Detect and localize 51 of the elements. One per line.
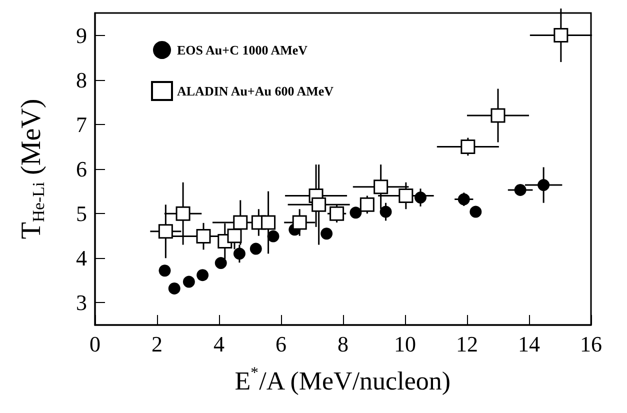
point xyxy=(168,282,180,294)
point xyxy=(261,215,276,230)
point xyxy=(490,108,506,123)
point xyxy=(233,248,246,260)
y-tick-label: 8 xyxy=(76,67,87,92)
point xyxy=(176,206,190,221)
point xyxy=(196,229,211,244)
x-tick-label: 16 xyxy=(580,332,602,356)
y-axis-title: THe-Li (MeV) xyxy=(16,98,48,240)
point xyxy=(196,269,209,282)
point xyxy=(398,188,414,203)
point xyxy=(460,139,476,154)
x-tick-label: 2 xyxy=(152,332,162,356)
point xyxy=(312,197,326,212)
legend-label: EOS Au+C 1000 AMeV xyxy=(177,42,308,58)
y-tick-label: 5 xyxy=(76,201,87,226)
x-tick-label: 4 xyxy=(214,332,224,356)
point xyxy=(554,28,568,43)
point xyxy=(158,264,171,277)
y-tick-label: 7 xyxy=(76,112,87,137)
x-tick-label: 6 xyxy=(276,332,286,356)
point xyxy=(267,230,280,242)
y-tick-label: 4 xyxy=(76,246,87,271)
point xyxy=(292,215,307,230)
point xyxy=(158,224,173,239)
point xyxy=(227,228,242,244)
point xyxy=(414,192,426,204)
point xyxy=(214,257,227,270)
x-tick-label: 8 xyxy=(338,332,348,356)
x-tick-label: 12 xyxy=(456,332,478,356)
point xyxy=(250,242,262,255)
point xyxy=(360,197,374,212)
point xyxy=(458,193,470,206)
x-tick-label: 14 xyxy=(518,332,540,356)
y-tick-label: 3 xyxy=(76,290,87,316)
point xyxy=(182,276,195,288)
x-axis-title: E*/A (MeV/nucleon) xyxy=(234,364,451,396)
point xyxy=(374,180,388,194)
y-tick-label: 9 xyxy=(76,22,87,48)
point xyxy=(350,206,362,219)
x-tick-label: 10 xyxy=(394,332,416,356)
x-tick-label: 0 xyxy=(90,332,100,356)
point xyxy=(470,206,482,218)
point xyxy=(538,179,550,192)
legend-label: ALADIN Au+Au 600 AMeV xyxy=(177,84,334,98)
point xyxy=(330,206,344,221)
point xyxy=(320,228,333,240)
y-tick-label: 6 xyxy=(76,156,87,182)
point xyxy=(514,184,526,196)
point xyxy=(233,215,248,230)
point xyxy=(380,206,392,218)
